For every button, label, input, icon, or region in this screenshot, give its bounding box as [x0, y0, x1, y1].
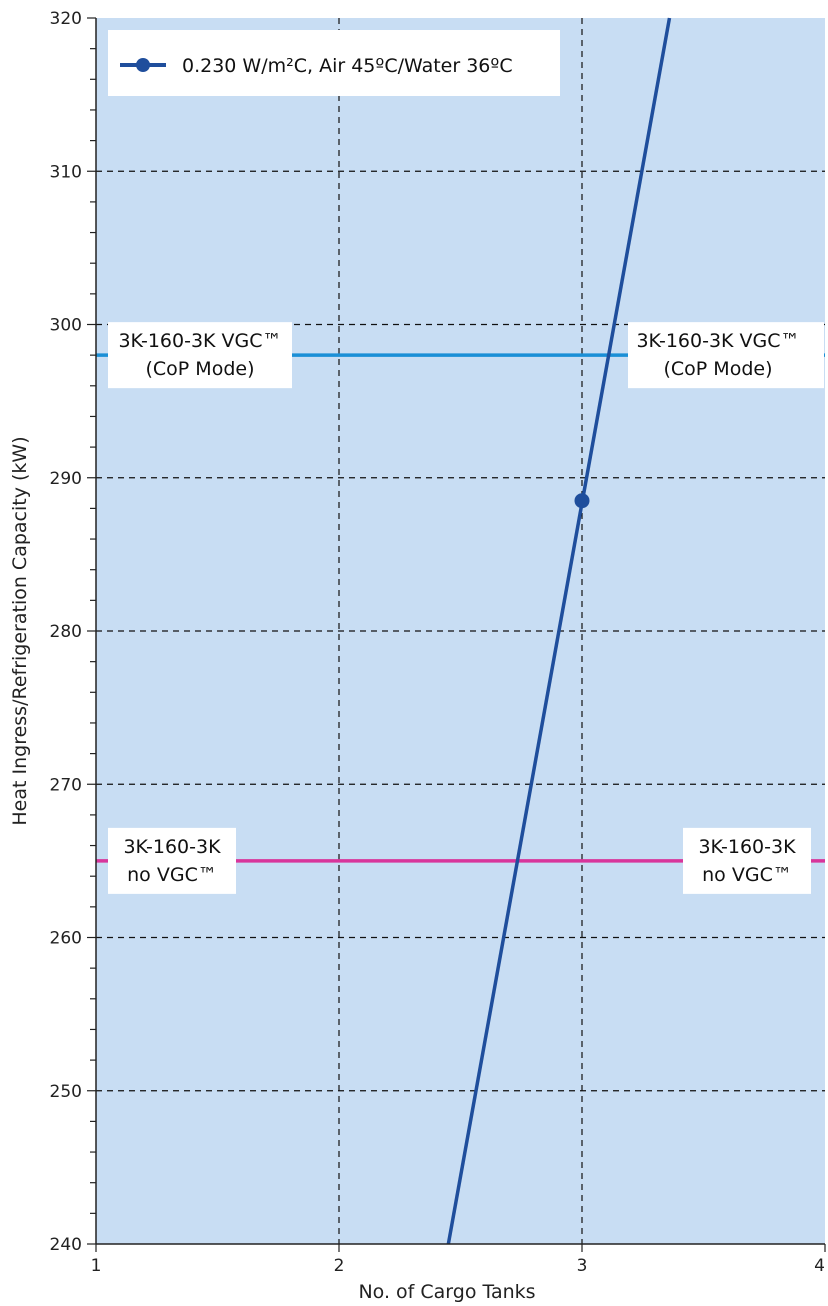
- y-tick-label: 320: [50, 9, 82, 29]
- reference-callout-line1: 3K-160-3K: [698, 836, 796, 858]
- y-tick-label: 240: [50, 1235, 82, 1255]
- reference-callout-line1: 3K-160-3K: [123, 836, 221, 858]
- y-tick-label: 310: [50, 162, 82, 182]
- legend-marker-swatch: [136, 58, 150, 72]
- reference-callout-line1: 3K-160-3K VGC™: [118, 330, 281, 352]
- y-tick-label: 300: [50, 316, 82, 336]
- x-tick-label: 2: [334, 1256, 345, 1276]
- legend: 0.230 W/m²C, Air 45ºC/Water 36ºC: [108, 30, 560, 96]
- tick-labels: 240 250 260 270 280 290 300 310 320 1 2 3 4: [50, 9, 825, 1276]
- x-axis-title: No. of Cargo Tanks: [358, 1281, 535, 1303]
- y-tick-label: 260: [50, 929, 82, 949]
- y-tick-label: 270: [50, 775, 82, 795]
- legend-series-label: 0.230 W/m²C, Air 45ºC/Water 36ºC: [182, 55, 513, 77]
- reference-callout-box: [108, 827, 236, 894]
- minor-ticks: [87, 17, 826, 1252]
- y-axis-title: Heat Ingress/Refrigeration Capacity (kW): [9, 436, 31, 825]
- reference-callout-box: [108, 322, 292, 389]
- reference-callouts: 3K-160-3K VGC™ (CoP Mode) 3K-160-3K VGC™ (C…: [108, 322, 824, 894]
- x-tick-label: 1: [91, 1256, 102, 1276]
- series-point: [574, 493, 590, 509]
- reference-callout-line2: no VGC™: [127, 864, 217, 886]
- series-layer: [446, 17, 672, 1245]
- reference-callout-line2: (CoP Mode): [664, 358, 773, 380]
- x-tick-label: 3: [577, 1256, 588, 1276]
- legend-box: [108, 30, 560, 96]
- axis-layer: [95, 18, 825, 1245]
- reference-callout-line2: (CoP Mode): [146, 358, 255, 380]
- y-tick-label: 290: [50, 469, 82, 489]
- reference-callout-box: [683, 827, 811, 894]
- y-tick-label: 280: [50, 622, 82, 642]
- series-line: [446, 17, 672, 1245]
- reference-callout-line2: no VGC™: [702, 864, 792, 886]
- reference-callout-line1: 3K-160-3K VGC™: [636, 330, 799, 352]
- reference-callout-box: [628, 322, 824, 389]
- x-tick-label: 4: [814, 1256, 825, 1276]
- y-tick-label: 250: [50, 1082, 82, 1102]
